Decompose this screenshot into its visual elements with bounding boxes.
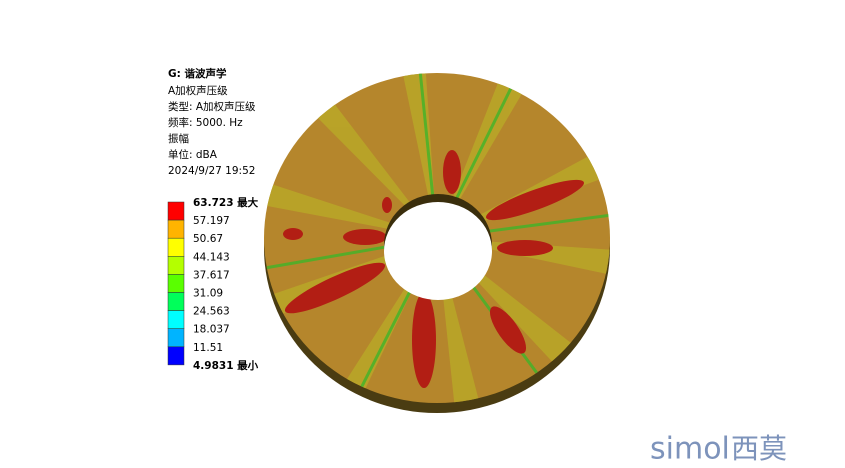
legend-label: 4.9831 最小 [193,359,259,372]
legend-swatch [167,346,185,366]
legend-label: 37.617 [193,269,230,281]
watermark-brand: simol [650,432,730,467]
legend-swatch [167,310,185,329]
legend-label: 24.563 [193,306,230,318]
result-title: G: 谐波声学 [168,67,227,80]
legend-swatch [167,292,185,311]
info-line: 单位: dBA [168,148,218,161]
legend-label: 44.143 [193,251,230,263]
legend-swatch [167,274,185,293]
legend-label: 63.723 最大 [193,196,259,209]
legend-swatch [167,328,185,348]
info-line: A加权声压级 [168,84,228,97]
legend-label: 18.037 [193,324,230,336]
watermark-name: 西莫 [731,432,787,465]
legend-swatch [167,219,185,239]
info-line: 振幅 [168,132,189,145]
info-line: 类型: A加权声压级 [168,100,256,113]
legend-swatch [167,237,185,257]
legend-label: 31.09 [193,288,223,300]
info-line: 2024/9/27 19:52 [168,165,255,177]
legend-label: 11.51 [193,342,223,354]
legend-label: 57.197 [193,215,230,227]
legend-label: 50.67 [193,233,223,245]
info-line: 频率: 5000. Hz [168,116,243,129]
disk [264,73,610,413]
legend-swatch [167,256,185,275]
legend-swatch [167,201,185,221]
